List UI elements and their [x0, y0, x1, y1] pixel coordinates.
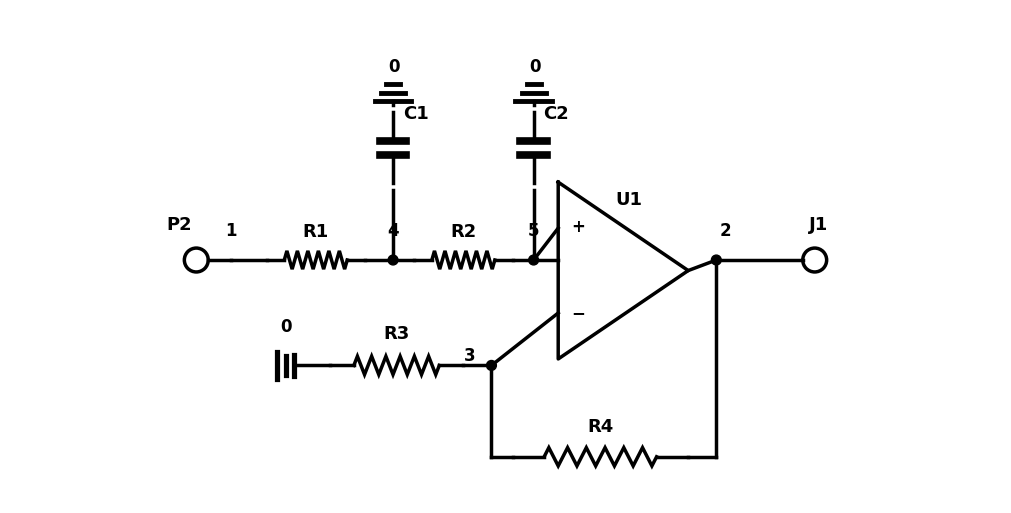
- Text: P2: P2: [166, 216, 191, 234]
- Text: R4: R4: [587, 418, 614, 436]
- Circle shape: [486, 361, 496, 370]
- Text: U1: U1: [615, 191, 642, 209]
- Text: R1: R1: [302, 223, 329, 241]
- Text: R3: R3: [383, 325, 409, 343]
- Text: 0: 0: [388, 58, 400, 76]
- Circle shape: [529, 255, 539, 265]
- Circle shape: [388, 255, 398, 265]
- Text: J1: J1: [809, 216, 828, 234]
- Text: 5: 5: [528, 222, 539, 240]
- Text: 2: 2: [720, 222, 732, 240]
- Text: 1: 1: [225, 222, 238, 240]
- Circle shape: [712, 255, 721, 265]
- Text: −: −: [571, 304, 584, 322]
- Text: +: +: [571, 218, 584, 235]
- Text: 4: 4: [387, 222, 399, 240]
- Text: C1: C1: [402, 105, 429, 123]
- Text: 0: 0: [530, 58, 541, 76]
- Text: R2: R2: [450, 223, 476, 241]
- Text: 3: 3: [464, 347, 476, 365]
- Text: 0: 0: [280, 318, 291, 336]
- Text: C2: C2: [543, 105, 569, 123]
